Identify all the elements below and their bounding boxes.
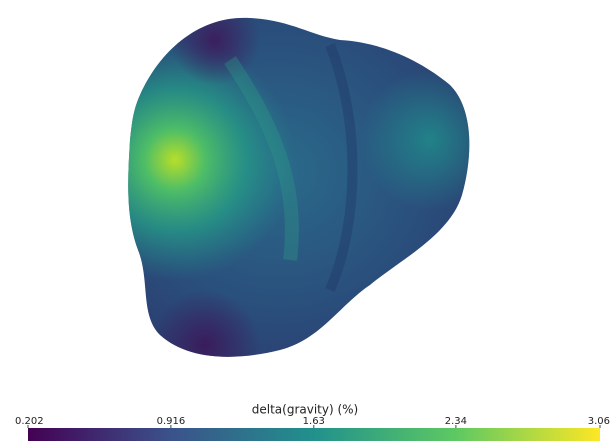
viewport: delta(gravity) (%) 0.202 0.916 1.63 2.34 3.0… [0,0,615,441]
scene: delta(gravity) (%) 0.202 0.916 1.63 2.34 3.0… [0,0,615,441]
colorbar [28,428,600,441]
tick-label: 3.06 [588,416,610,427]
tick-label: 2.34 [445,416,467,427]
tick-label: 0.916 [157,416,186,427]
tick-label: 1.63 [303,416,325,427]
colorbar-title: delta(gravity) (%) [252,403,358,417]
asteroid [100,0,500,380]
tick-label: 0.202 [15,416,44,427]
